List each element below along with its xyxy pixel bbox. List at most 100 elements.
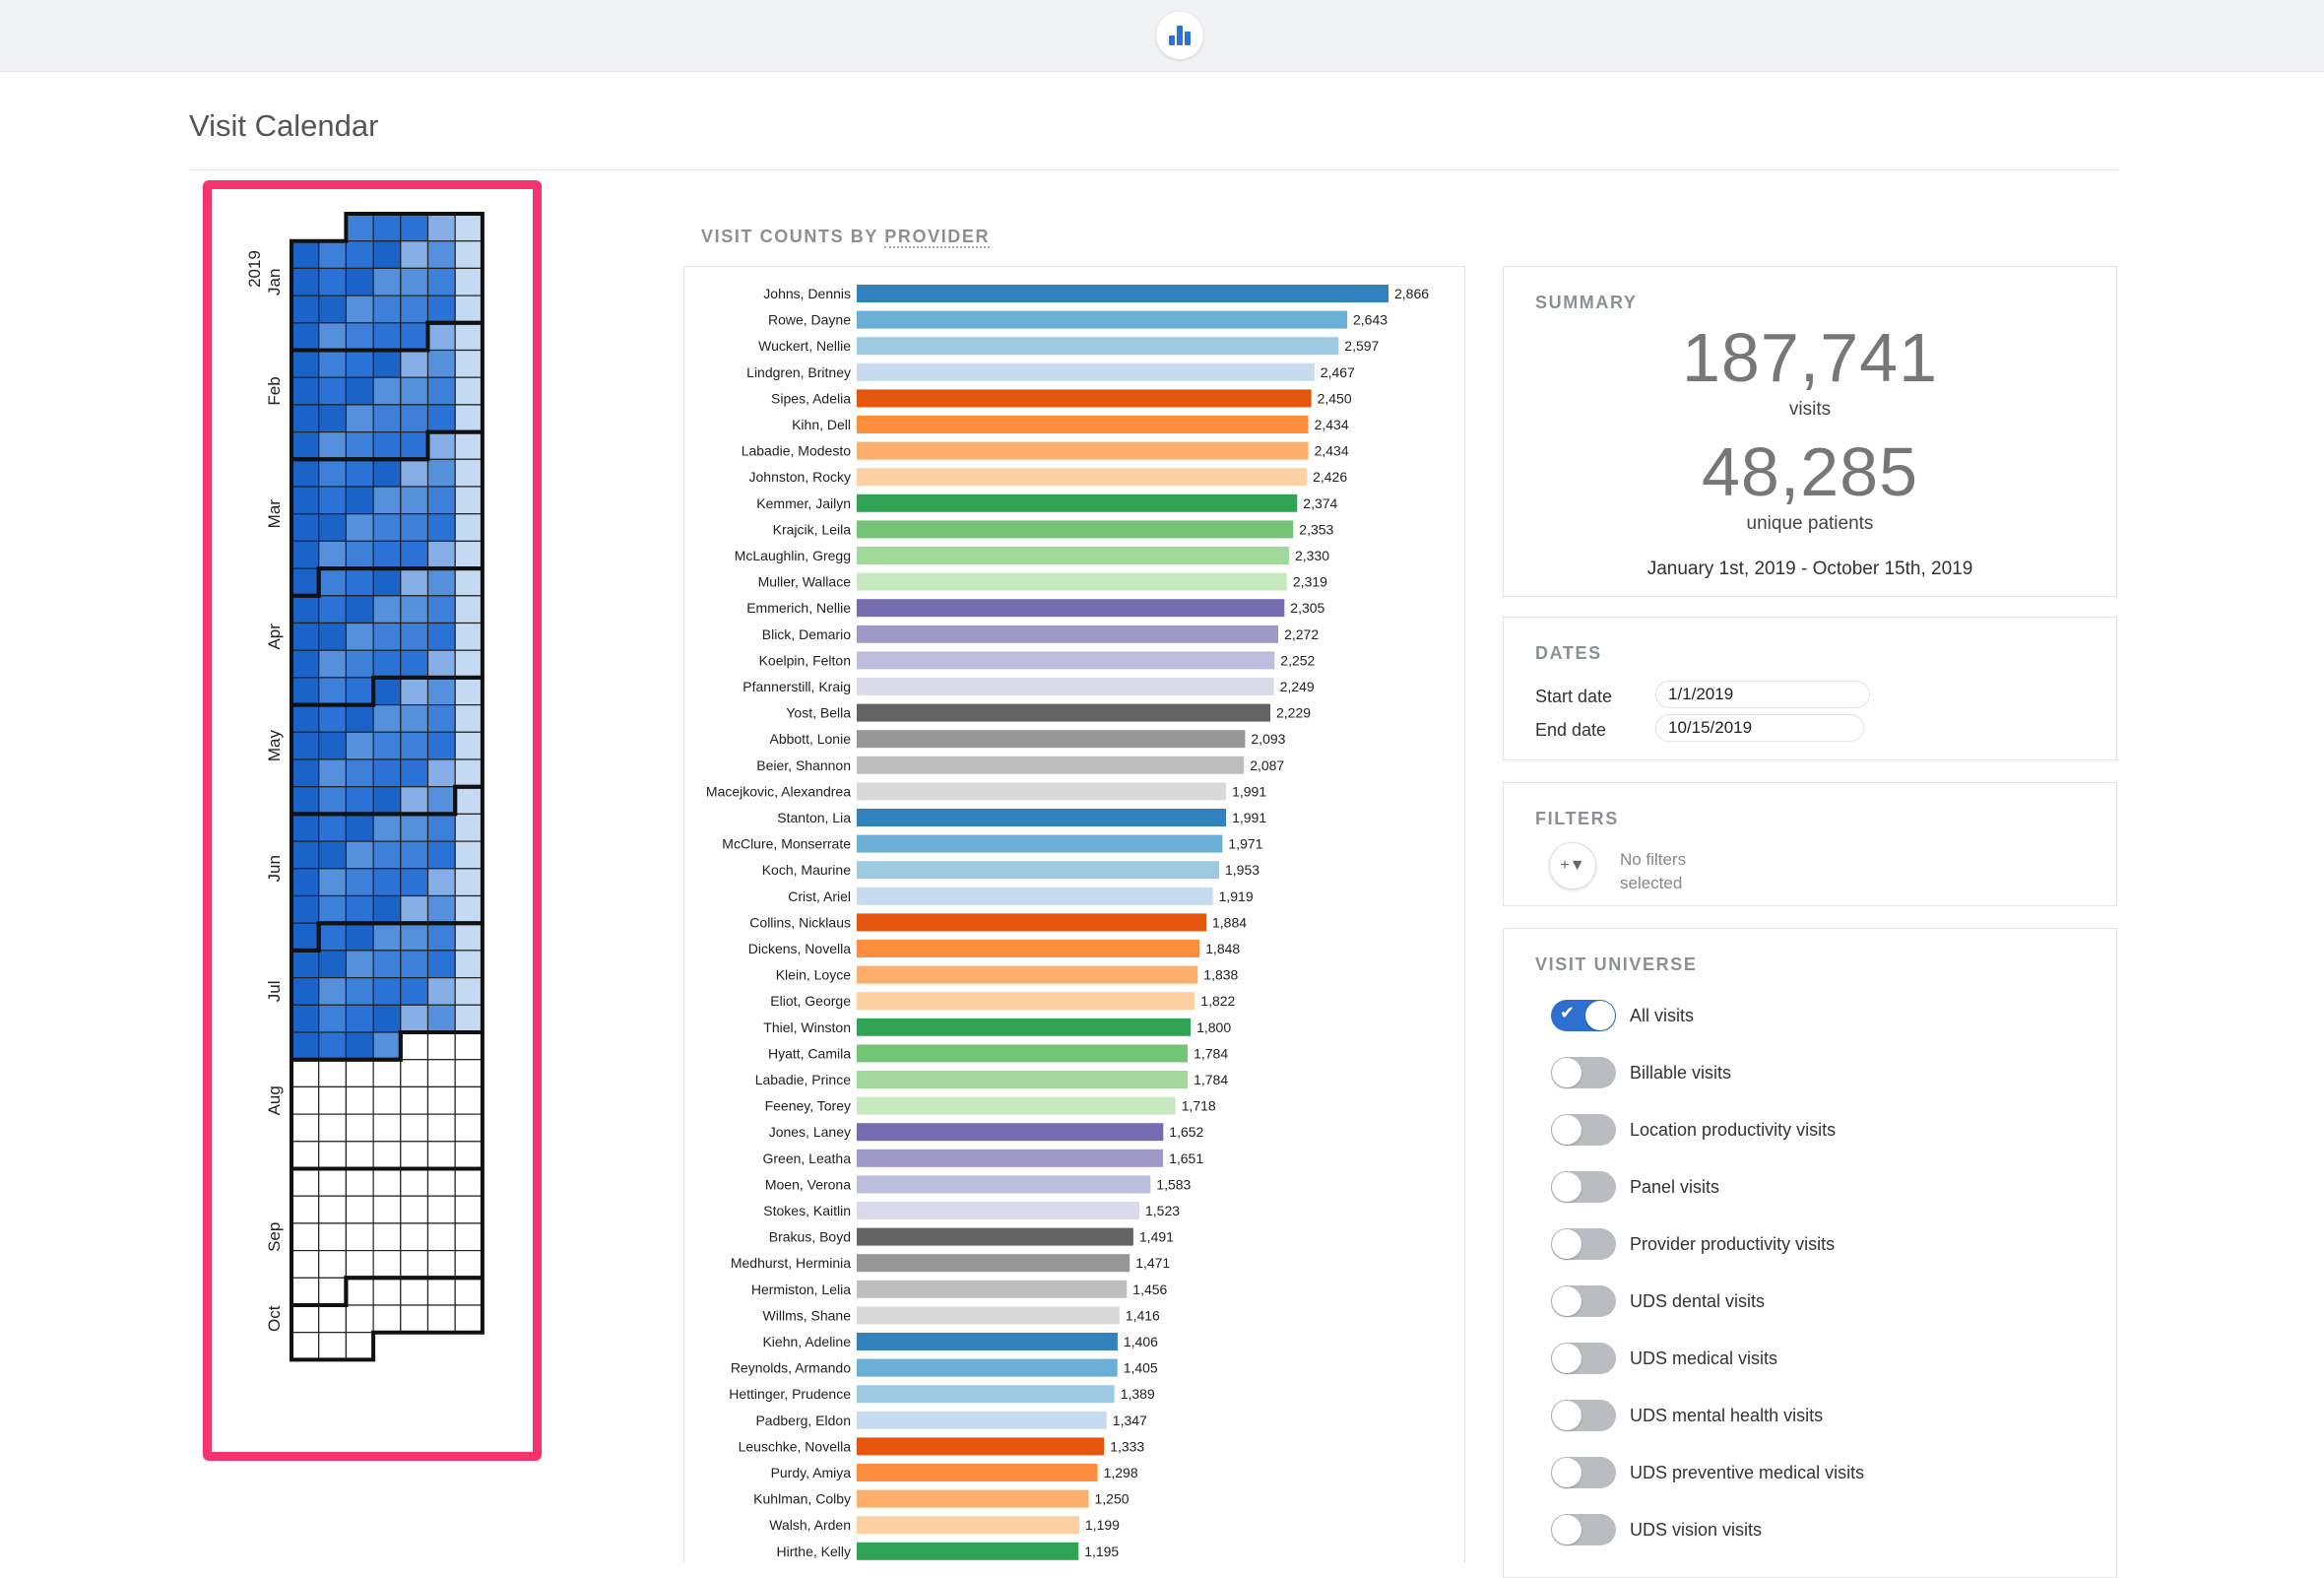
calendar-day-cell[interactable] [290, 1249, 320, 1279]
calendar-day-cell[interactable] [318, 1332, 347, 1360]
calendar-day-cell[interactable] [290, 431, 320, 460]
provider-bar[interactable] [857, 1018, 1192, 1036]
calendar-day-cell[interactable] [426, 1141, 456, 1170]
calendar-day-cell[interactable] [454, 786, 484, 816]
calendar-day-cell[interactable] [318, 1249, 347, 1279]
calendar-day-cell[interactable] [290, 376, 320, 406]
toggle-switch-off[interactable] [1551, 1343, 1616, 1374]
calendar-day-cell[interactable] [372, 1195, 402, 1224]
calendar-day-cell[interactable] [400, 758, 429, 788]
calendar-day-cell[interactable] [426, 1031, 456, 1061]
provider-bar[interactable] [857, 992, 1195, 1011]
calendar-day-cell[interactable] [345, 840, 374, 870]
calendar-day-cell[interactable] [400, 349, 429, 378]
provider-bar[interactable] [857, 965, 1198, 984]
calendar-day-cell[interactable] [400, 486, 429, 515]
calendar-day-cell[interactable] [454, 1304, 484, 1334]
calendar-day-cell[interactable] [345, 458, 374, 488]
calendar-day-cell[interactable] [345, 868, 374, 897]
calendar-day-cell[interactable] [400, 677, 429, 706]
calendar-day-cell[interactable] [372, 213, 402, 242]
calendar-day-cell[interactable] [372, 1031, 402, 1061]
calendar-day-cell[interactable] [372, 622, 402, 651]
calendar-day-cell[interactable] [400, 595, 429, 625]
calendar-day-cell[interactable] [400, 649, 429, 679]
calendar-day-cell[interactable] [426, 486, 456, 515]
calendar-day-cell[interactable] [290, 786, 320, 816]
calendar-day-cell[interactable] [318, 295, 347, 324]
calendar-day-cell[interactable] [318, 431, 347, 460]
calendar-day-cell[interactable] [372, 1141, 402, 1170]
calendar-day-cell[interactable] [290, 1222, 320, 1252]
calendar-day-cell[interactable] [345, 976, 374, 1006]
calendar-day-cell[interactable] [400, 813, 429, 842]
calendar-day-cell[interactable] [372, 922, 402, 952]
calendar-day-cell[interactable] [290, 976, 320, 1006]
calendar-day-cell[interactable] [290, 677, 320, 706]
calendar-day-cell[interactable] [345, 1167, 374, 1197]
calendar-day-cell[interactable] [318, 513, 347, 543]
calendar-day-cell[interactable] [400, 1222, 429, 1252]
calendar-day-cell[interactable] [426, 1195, 456, 1224]
calendar-day-cell[interactable] [372, 1167, 402, 1197]
calendar-day-cell[interactable] [454, 458, 484, 488]
calendar-day-cell[interactable] [426, 622, 456, 651]
calendar-day-cell[interactable] [318, 349, 347, 378]
provider-bar[interactable] [857, 441, 1309, 460]
calendar-day-cell[interactable] [454, 567, 484, 597]
calendar-day-cell[interactable] [372, 486, 402, 515]
provider-bar[interactable] [857, 310, 1347, 329]
provider-bar[interactable] [857, 468, 1308, 487]
calendar-day-cell[interactable] [345, 349, 374, 378]
calendar-day-cell[interactable] [290, 1304, 320, 1334]
calendar-day-cell[interactable] [290, 513, 320, 543]
calendar-day-cell[interactable] [290, 1113, 320, 1143]
calendar-day-cell[interactable] [454, 1222, 484, 1252]
end-date-input[interactable] [1655, 714, 1864, 742]
provider-bar[interactable] [857, 389, 1312, 408]
calendar-day-cell[interactable] [318, 731, 347, 760]
calendar-day-cell[interactable] [400, 1304, 429, 1334]
calendar-day-cell[interactable] [318, 1277, 347, 1306]
calendar-day-cell[interactable] [290, 595, 320, 625]
calendar-day-cell[interactable] [426, 240, 456, 270]
calendar-day-cell[interactable] [426, 1085, 456, 1115]
calendar-day-cell[interactable] [454, 704, 484, 733]
calendar-day-cell[interactable] [290, 1277, 320, 1306]
provider-bar[interactable] [857, 285, 1388, 302]
calendar-day-cell[interactable] [400, 976, 429, 1006]
calendar-day-cell[interactable] [454, 868, 484, 897]
provider-bar[interactable] [857, 572, 1287, 591]
provider-bar[interactable] [857, 1411, 1107, 1429]
calendar-day-cell[interactable] [290, 622, 320, 651]
calendar-day-cell[interactable] [400, 1195, 429, 1224]
calendar-day-cell[interactable] [426, 813, 456, 842]
calendar-day-cell[interactable] [345, 567, 374, 597]
calendar-day-cell[interactable] [345, 540, 374, 569]
calendar-day-cell[interactable] [345, 486, 374, 515]
calendar-day-cell[interactable] [426, 1304, 456, 1334]
calendar-day-cell[interactable] [345, 922, 374, 952]
calendar-day-cell[interactable] [318, 376, 347, 406]
provider-bar[interactable] [857, 940, 1200, 957]
provider-bar[interactable] [857, 599, 1285, 618]
calendar-day-cell[interactable] [345, 649, 374, 679]
calendar-day-cell[interactable] [426, 649, 456, 679]
calendar-day-cell[interactable] [400, 1113, 429, 1143]
calendar-day-cell[interactable] [345, 1249, 374, 1279]
calendar-day-cell[interactable] [426, 922, 456, 952]
provider-bar[interactable] [857, 1516, 1079, 1535]
calendar-day-cell[interactable] [454, 1113, 484, 1143]
calendar-day-cell[interactable] [454, 758, 484, 788]
calendar-day-cell[interactable] [426, 677, 456, 706]
calendar-day-cell[interactable] [454, 677, 484, 706]
calendar-day-cell[interactable] [345, 622, 374, 651]
provider-dimension-link[interactable]: PROVIDER [884, 227, 991, 248]
calendar-day-cell[interactable] [290, 540, 320, 569]
calendar-day-cell[interactable] [400, 431, 429, 460]
calendar-day-cell[interactable] [400, 513, 429, 543]
calendar-day-cell[interactable] [318, 595, 347, 625]
provider-bar[interactable] [857, 337, 1339, 356]
calendar-day-cell[interactable] [345, 677, 374, 706]
calendar-day-cell[interactable] [426, 976, 456, 1006]
